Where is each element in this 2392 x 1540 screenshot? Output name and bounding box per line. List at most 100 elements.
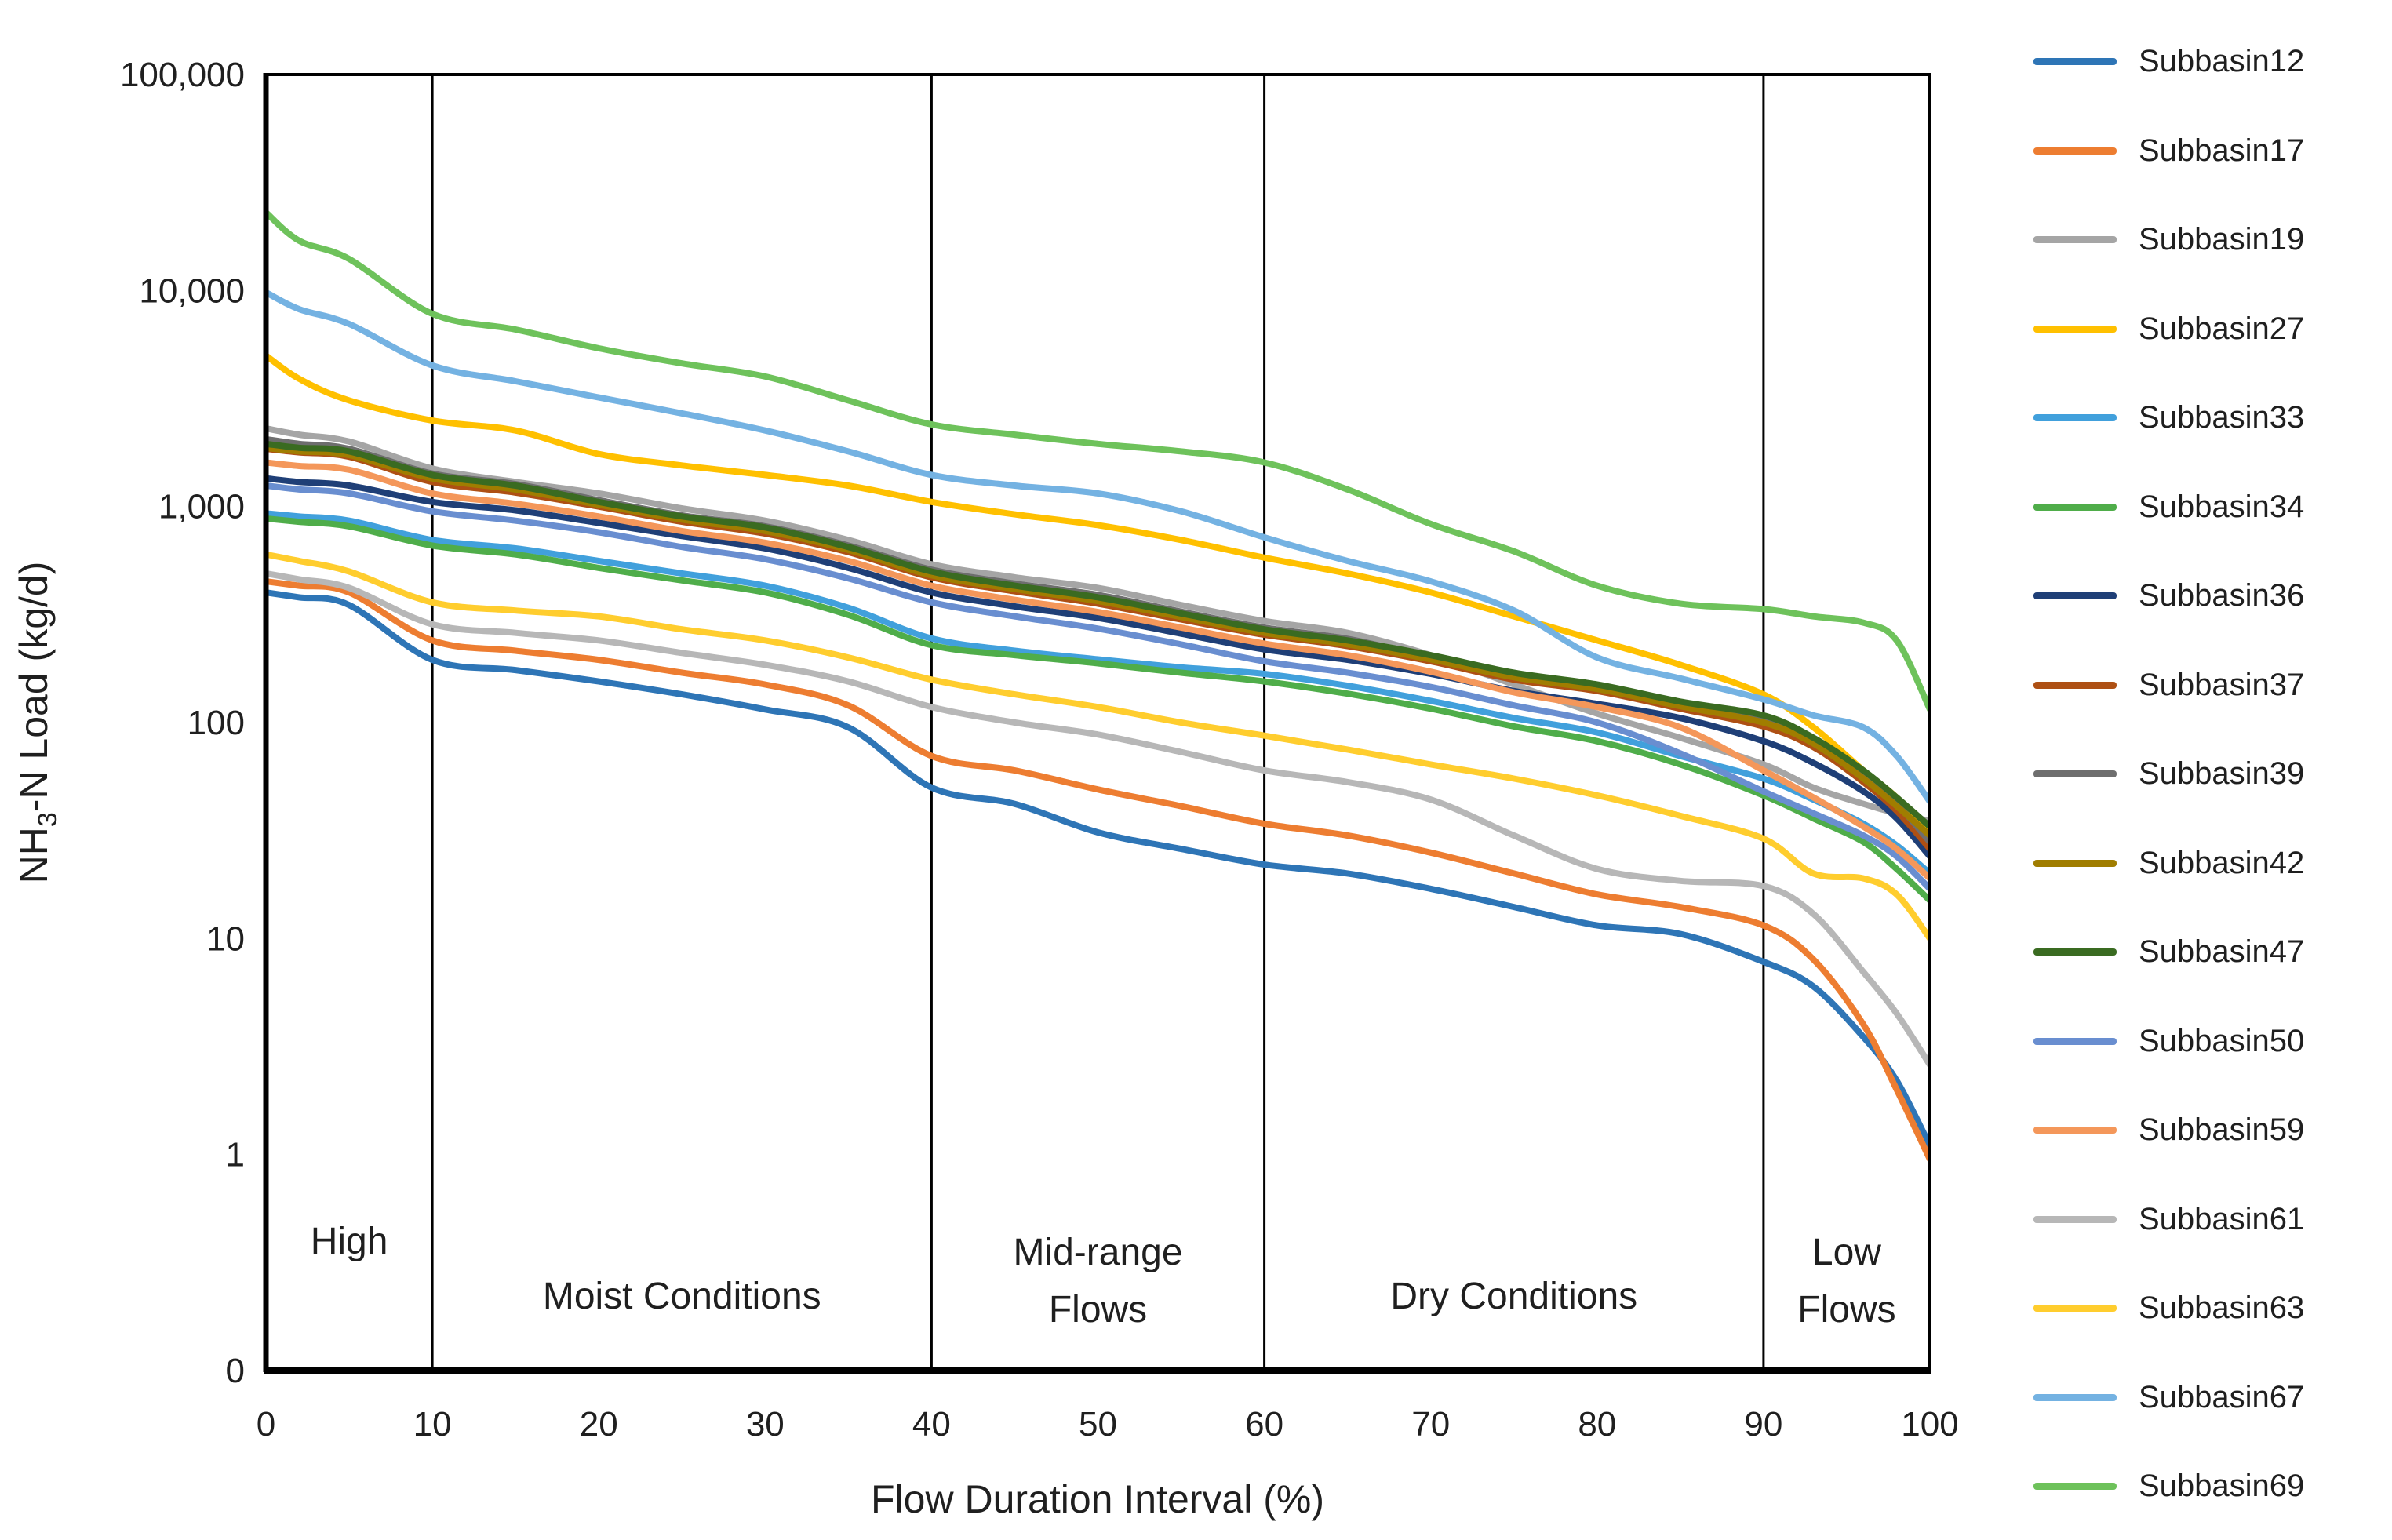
legend-swatch-Subbasin39 <box>2033 770 2117 778</box>
series-line-Subbasin59 <box>266 459 1930 882</box>
legend-item-Subbasin27: Subbasin27 <box>2033 285 2387 374</box>
series-line-Subbasin50 <box>266 482 1930 892</box>
legend-label: Subbasin33 <box>2139 400 2305 435</box>
legend-swatch-Subbasin17 <box>2033 147 2117 155</box>
legend-label: Subbasin39 <box>2139 756 2305 792</box>
legend-swatch-Subbasin12 <box>2033 58 2117 66</box>
plot-border <box>264 73 1931 1372</box>
series-line-Subbasin39 <box>266 435 1930 846</box>
series-line-Subbasin12 <box>266 589 1930 1149</box>
legend-label: Subbasin12 <box>2139 44 2305 79</box>
legend-swatch-Subbasin27 <box>2033 325 2117 333</box>
zone-label-flows: Flows <box>1797 1289 1895 1331</box>
legend-swatch-Subbasin67 <box>2033 1393 2117 1401</box>
legend-label: Subbasin67 <box>2139 1379 2305 1414</box>
legend-item-Subbasin63: Subbasin63 <box>2033 1264 2387 1353</box>
legend-label: Subbasin59 <box>2139 1112 2305 1148</box>
legend-label: Subbasin47 <box>2139 934 2305 970</box>
y-tick-10,000: 10,000 <box>139 271 245 310</box>
zone-label-flows: Flows <box>1049 1289 1147 1331</box>
x-tick-10: 10 <box>413 1405 452 1444</box>
y-tick-1,000: 1,000 <box>158 488 245 526</box>
zone-labels: High Moist Conditions Mid-range Flows Dry Co… <box>311 1221 1896 1331</box>
series-line-Subbasin42 <box>266 444 1930 839</box>
legend-item-Subbasin61: Subbasin61 <box>2033 1175 2387 1265</box>
series-line-Subbasin34 <box>266 515 1930 904</box>
legend-swatch-Subbasin59 <box>2033 1127 2117 1134</box>
series-line-Subbasin47 <box>266 440 1930 830</box>
x-tick-90: 90 <box>1744 1405 1782 1444</box>
legend-item-Subbasin17: Subbasin17 <box>2033 107 2387 196</box>
legend-label: Subbasin27 <box>2139 311 2305 346</box>
x-tick-50: 50 <box>1079 1405 1117 1444</box>
legend: Subbasin12 Subbasin17 Subbasin19 Subbasin27… <box>2033 17 2387 1531</box>
y-tick-0: 0 <box>226 1352 245 1390</box>
legend-swatch-Subbasin34 <box>2033 503 2117 511</box>
legend-label: Subbasin61 <box>2139 1201 2305 1236</box>
legend-swatch-Subbasin42 <box>2033 859 2117 867</box>
legend-swatch-Subbasin61 <box>2033 1215 2117 1223</box>
zone-label-mid-range: Mid-range <box>1013 1232 1182 1273</box>
series-line-Subbasin67 <box>266 289 1930 805</box>
series-line-Subbasin69 <box>266 209 1930 713</box>
legend-item-Subbasin67: Subbasin67 <box>2033 1353 2387 1443</box>
y-tick-100,000: 100,000 <box>120 56 245 94</box>
legend-swatch-Subbasin47 <box>2033 948 2117 956</box>
legend-label: Subbasin34 <box>2139 489 2305 524</box>
legend-label: Subbasin19 <box>2139 222 2305 257</box>
x-tick-40: 40 <box>912 1405 951 1444</box>
legend-item-Subbasin12: Subbasin12 <box>2033 17 2387 107</box>
zone-label-dry-conditions: Dry Conditions <box>1390 1276 1637 1317</box>
zone-label-moist-conditions: Moist Conditions <box>543 1276 821 1317</box>
x-tick-0: 0 <box>257 1405 275 1444</box>
x-tick-80: 80 <box>1578 1405 1616 1444</box>
zone-label-low: Low <box>1812 1232 1881 1273</box>
x-axis-tick-labels: 0 10 20 30 40 50 60 70 80 90 100 <box>257 1405 1959 1444</box>
legend-item-Subbasin33: Subbasin33 <box>2033 373 2387 463</box>
legend-label: Subbasin17 <box>2139 133 2305 168</box>
legend-label: Subbasin37 <box>2139 667 2305 702</box>
legend-item-Subbasin59: Subbasin59 <box>2033 1086 2387 1175</box>
x-tick-20: 20 <box>580 1405 618 1444</box>
y-axis-title: NH3-N Load (kg/d) <box>12 562 63 884</box>
x-axis-title: Flow Duration Interval (%) <box>871 1477 1324 1521</box>
legend-label: Subbasin69 <box>2139 1469 2305 1504</box>
series-line-Subbasin27 <box>266 352 1930 836</box>
legend-item-Subbasin39: Subbasin39 <box>2033 730 2387 819</box>
legend-swatch-Subbasin69 <box>2033 1483 2117 1491</box>
legend-item-Subbasin34: Subbasin34 <box>2033 463 2387 552</box>
zone-label-high: High <box>311 1221 388 1262</box>
series-line-Subbasin33 <box>266 510 1930 877</box>
y-tick-1: 1 <box>226 1136 245 1174</box>
series-lines <box>266 209 1930 1163</box>
legend-item-Subbasin36: Subbasin36 <box>2033 552 2387 641</box>
series-line-Subbasin36 <box>266 475 1930 860</box>
x-tick-70: 70 <box>1411 1405 1450 1444</box>
legend-swatch-Subbasin19 <box>2033 236 2117 244</box>
legend-label: Subbasin50 <box>2139 1023 2305 1058</box>
legend-item-Subbasin37: Subbasin37 <box>2033 641 2387 730</box>
legend-swatch-Subbasin37 <box>2033 681 2117 689</box>
legend-swatch-Subbasin36 <box>2033 592 2117 600</box>
y-tick-10: 10 <box>206 919 245 958</box>
x-tick-100: 100 <box>1901 1405 1958 1444</box>
legend-swatch-Subbasin33 <box>2033 414 2117 422</box>
zone-divider-lines <box>431 75 1765 1371</box>
series-line-Subbasin17 <box>266 578 1930 1163</box>
legend-label: Subbasin36 <box>2139 578 2305 613</box>
legend-item-Subbasin47: Subbasin47 <box>2033 908 2387 997</box>
legend-label: Subbasin63 <box>2139 1291 2305 1326</box>
legend-label: Subbasin42 <box>2139 845 2305 880</box>
series-line-Subbasin61 <box>266 570 1930 1069</box>
series-line-Subbasin63 <box>266 551 1930 942</box>
legend-swatch-Subbasin50 <box>2033 1037 2117 1045</box>
x-tick-60: 60 <box>1245 1405 1283 1444</box>
legend-item-Subbasin19: Subbasin19 <box>2033 195 2387 285</box>
legend-item-Subbasin42: Subbasin42 <box>2033 819 2387 908</box>
x-tick-30: 30 <box>746 1405 785 1444</box>
legend-item-Subbasin50: Subbasin50 <box>2033 997 2387 1087</box>
legend-item-Subbasin69: Subbasin69 <box>2033 1442 2387 1531</box>
